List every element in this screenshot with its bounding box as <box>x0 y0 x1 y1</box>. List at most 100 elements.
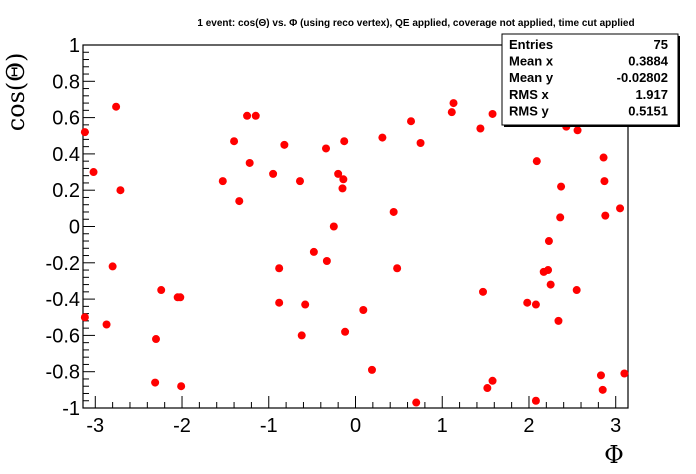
stats-value: -0.02802 <box>617 70 668 85</box>
stats-value: 1.917 <box>635 87 668 102</box>
stats-box: Entries 75 Mean x 0.3884 Mean y -0.02802 RMS x… <box>501 33 680 127</box>
scatter-point <box>600 177 609 186</box>
scatter-point <box>359 305 368 314</box>
y-tick-label: 0.2 <box>52 180 80 202</box>
stats-box-background <box>501 33 679 126</box>
stats-label: RMS x <box>509 87 550 102</box>
scatter-point <box>488 109 497 118</box>
y-axis-ticks: 1 0.8 0.6 0.4 0.2 0 -0.2 -0.4 -0.6 -0.8 -1 <box>46 35 95 420</box>
scatter-point <box>157 286 166 295</box>
data-points <box>80 99 629 407</box>
y-tick-label: 1 <box>69 35 80 57</box>
scatter-point <box>269 169 278 178</box>
scatter-point <box>367 365 376 374</box>
scatter-point <box>251 111 260 120</box>
scatter-point <box>80 313 89 322</box>
scatter-point <box>151 335 160 344</box>
scatter-point <box>339 175 348 184</box>
scatter-point <box>275 264 284 273</box>
scatter-point <box>177 382 186 391</box>
stats-label: Entries <box>509 37 553 52</box>
scatter-point <box>334 169 343 178</box>
scatter-point <box>151 378 160 387</box>
scatter-point <box>116 186 125 195</box>
scatter-point <box>412 398 421 407</box>
scatter-point <box>102 320 111 329</box>
y-tick-label: -0.2 <box>46 253 80 275</box>
scatter-point <box>295 177 304 186</box>
scatter-point <box>554 316 563 325</box>
scatter-point <box>620 369 629 378</box>
scatter-point <box>340 137 349 146</box>
stats-value: 0.5151 <box>628 103 668 118</box>
scatter-point <box>523 298 532 307</box>
scatter-point <box>531 396 540 405</box>
y-tick-label: 0.8 <box>52 71 80 93</box>
scatter-point <box>389 207 398 216</box>
stats-value: 75 <box>654 37 668 52</box>
chart-title: 1 event: cos(Θ) vs. Φ (using reco vertex… <box>197 18 634 29</box>
scatter-point <box>108 262 117 271</box>
scatter-point <box>572 286 581 295</box>
scatter-point <box>341 327 350 336</box>
y-tick-label: -1 <box>62 398 80 420</box>
y-tick-label: 0 <box>69 217 80 239</box>
scatter-point <box>275 298 284 307</box>
scatter-point <box>488 376 497 385</box>
scatter-point <box>544 266 553 275</box>
x-tick-label: -1 <box>260 415 278 437</box>
scatter-point <box>573 126 582 135</box>
scatter-point <box>616 204 625 213</box>
scatter-point <box>599 153 608 162</box>
y-tick-label: -0.4 <box>46 289 80 311</box>
scatter-point <box>280 140 289 149</box>
y-tick-label: -0.6 <box>46 325 80 347</box>
stats-value: 0.3884 <box>628 54 669 69</box>
scatter-point <box>378 133 387 142</box>
scatter-point <box>596 371 605 380</box>
scatter-point <box>322 144 331 153</box>
scatter-point <box>449 99 458 108</box>
x-axis-label: Φ <box>604 441 624 469</box>
y-tick-label: -0.8 <box>46 362 80 384</box>
x-tick-label: 1 <box>437 415 448 437</box>
scatter-point <box>393 264 402 273</box>
stats-label: Mean x <box>509 54 554 69</box>
scatter-point <box>407 117 416 126</box>
scatter-point <box>309 247 318 256</box>
stats-label: RMS y <box>509 103 550 118</box>
scatter-point <box>601 211 610 220</box>
scatter-point <box>301 300 310 309</box>
x-axis-ticks: -3 -2 -1 0 1 2 3 <box>86 396 621 437</box>
scatter-point <box>297 331 306 340</box>
scatter-point <box>338 184 347 193</box>
scatter-point <box>322 256 331 265</box>
y-tick-label: 0.4 <box>52 144 80 166</box>
scatter-point <box>243 111 252 120</box>
scatter-point <box>556 213 565 222</box>
x-tick-label: 0 <box>350 415 361 437</box>
scatter-point <box>235 197 244 206</box>
scatter-point <box>447 108 456 117</box>
scatter-point <box>546 280 555 289</box>
scatter-point <box>416 139 425 148</box>
scatter-point <box>230 137 239 146</box>
y-axis-label: cos(Θ) <box>2 53 30 132</box>
scatter-point <box>557 182 566 191</box>
stats-label: Mean y <box>509 70 554 85</box>
scatter-point <box>532 157 541 166</box>
scatter-point <box>544 237 553 246</box>
scatter-point <box>80 128 89 137</box>
x-tick-label: 3 <box>610 415 621 437</box>
scatter-point <box>476 124 485 133</box>
scatter-point <box>531 300 540 309</box>
scatter-point <box>89 168 98 177</box>
scatter-point <box>479 287 488 296</box>
scatter-point <box>218 177 227 186</box>
scatter-point <box>483 384 492 393</box>
y-tick-label: 0.6 <box>52 108 80 130</box>
x-tick-label: -3 <box>86 415 104 437</box>
scatter-point <box>176 293 185 302</box>
